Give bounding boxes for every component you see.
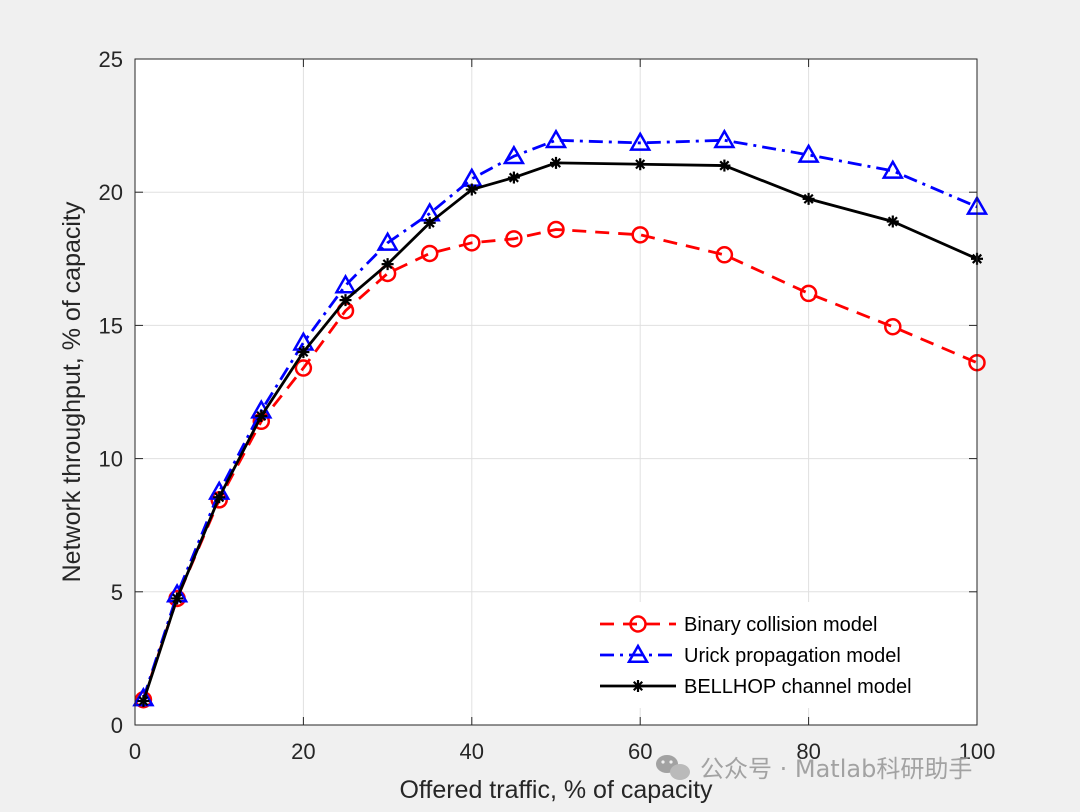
x-axis-label: Offered traffic, % of capacity: [399, 776, 713, 804]
data-point: [463, 234, 481, 252]
data-point: [134, 690, 153, 709]
data-point: [799, 284, 818, 303]
data-point: [550, 156, 562, 169]
wechat-icon: [656, 755, 690, 780]
axis-ticks: 0 20 40 60 80 100 0 5 10 15 20 25: [99, 47, 996, 764]
data-point: [171, 592, 184, 605]
data-point: [339, 294, 352, 307]
watermark-text: 公众号 · Matlab科研助手: [700, 755, 972, 783]
legend-marker: [632, 680, 644, 692]
data-point: [715, 246, 734, 264]
y-tick-label: 10: [99, 447, 123, 472]
series-line: [142, 161, 978, 702]
data-point: [137, 695, 150, 708]
data-point: [420, 244, 439, 263]
data-point: [505, 230, 523, 248]
y-tick-label: 20: [99, 180, 123, 205]
y-tick-label: 0: [111, 713, 123, 738]
data-point: [213, 491, 226, 504]
data-point: [547, 220, 565, 239]
series-line: [142, 138, 978, 699]
x-tick-label: 60: [628, 739, 652, 764]
data-point: [802, 192, 815, 205]
y-tick-label: 25: [99, 47, 123, 72]
data-point: [544, 128, 568, 149]
legend-entry: Binary collision model: [600, 614, 877, 636]
data-point: [381, 258, 394, 271]
data-point: [376, 231, 399, 251]
series-binary-collision-model: [134, 220, 986, 709]
data-point: [634, 158, 647, 171]
data-point: [631, 226, 649, 244]
x-tick-label: 40: [460, 739, 484, 764]
data-point: [334, 273, 357, 294]
data-point: [713, 128, 736, 149]
legend-marker: [629, 615, 647, 633]
legend-entry: BELLHOP channel model: [600, 676, 912, 698]
x-tick-label: 0: [129, 739, 141, 764]
data-point: [797, 143, 820, 163]
data-point: [255, 409, 268, 422]
series-layer: [132, 128, 989, 709]
data-point: [502, 144, 526, 165]
axes-box: [134, 58, 978, 726]
y-tick-label: 5: [111, 580, 123, 605]
legend-label: BELLHOP channel model: [684, 676, 912, 698]
legend-entry: Urick propagation model: [600, 643, 901, 667]
x-tick-label: 20: [291, 739, 315, 764]
legend: Binary collision model Urick propagation …: [588, 602, 960, 708]
series-line: [142, 228, 978, 701]
y-axis-label: Network throughput, % of capacity: [58, 201, 86, 582]
data-point: [297, 346, 310, 359]
legend-label: Urick propagation model: [684, 645, 901, 667]
data-point: [884, 317, 902, 336]
y-tick-label: 15: [99, 313, 123, 338]
data-point: [886, 215, 899, 228]
data-point: [718, 159, 731, 172]
x-tick-label: 80: [796, 739, 820, 764]
data-point: [629, 131, 652, 151]
data-point: [294, 359, 313, 377]
series-bellhop-channel-model: [137, 156, 983, 708]
x-tick-label: 100: [959, 739, 996, 764]
watermark: 公众号 · Matlab科研助手: [656, 755, 972, 783]
series-urick-propagation-model: [132, 128, 989, 707]
data-point: [507, 171, 520, 184]
legend-label: Binary collision model: [684, 614, 877, 636]
data-point: [881, 159, 904, 179]
data-point: [423, 216, 436, 229]
data-point: [465, 183, 478, 196]
legend-marker: [626, 643, 650, 663]
